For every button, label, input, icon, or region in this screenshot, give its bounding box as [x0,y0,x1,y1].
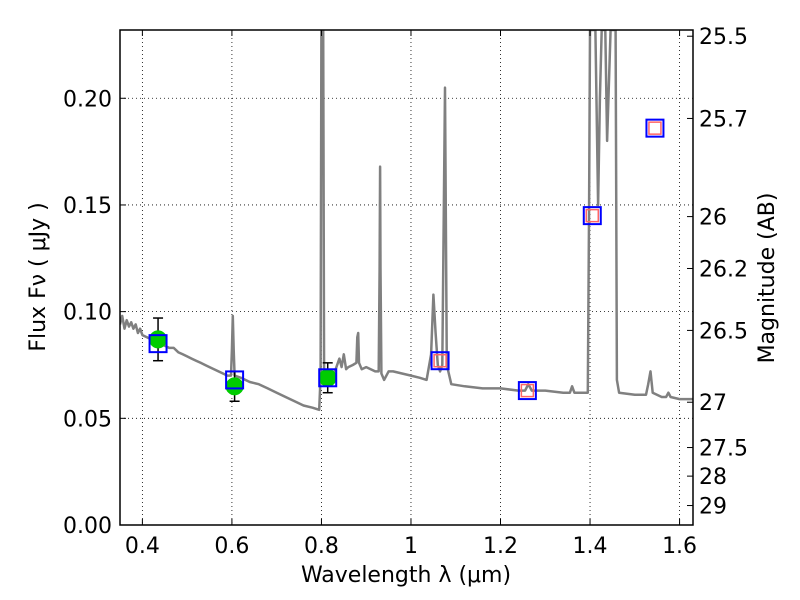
model-point [318,368,338,388]
right-axis-ticks: 25.5 25.7 26 26.2 26.5 27 27.5 28 29 [687,25,748,520]
y-tick-label: 0.15 [63,194,112,219]
y-tick-label: 0.00 [63,514,112,539]
observed-point [149,330,168,349]
x-tick-label: 1.6 [662,534,697,559]
right-tick-label: 28 [699,465,727,490]
model-point [430,351,450,371]
x-axis-label: Wavelength λ (μm) [301,563,511,588]
right-tick-label: 27.5 [699,437,748,462]
model-point [225,370,245,390]
y-tick-label: 0.10 [63,301,112,326]
model-point [517,381,537,401]
photometry-layer [148,118,665,402]
model-point [582,206,602,226]
predicted-point [585,208,600,223]
y-tick-label: 0.05 [63,407,112,432]
x-tick-label: 1.4 [573,534,608,559]
x-axis-ticks: 0.4 0.6 0.8 1 1.2 1.4 1.6 [125,30,697,559]
right-tick-label: 25.7 [699,107,748,132]
right-axis-label: Magnitude (AB) [755,193,780,364]
x-tick-label: 1.2 [483,534,518,559]
observed-point [225,377,244,396]
right-tick-label: 25.5 [699,25,748,50]
predicted-point [520,383,535,398]
observed-point [318,368,337,387]
predicted-point [648,121,662,135]
model-point [148,334,168,354]
y-axis-ticks: 0.00 0.05 0.10 0.15 0.20 [63,87,126,539]
x-tick-label: 0.6 [214,534,249,559]
x-tick-label: 0.8 [304,534,339,559]
grid [120,30,693,525]
y-axis-label: Flux Fν ( μJy ) [26,202,51,351]
spectrum-layer [120,30,693,412]
right-tick-label: 26.5 [699,319,748,344]
spectrum-line [120,30,693,412]
y-tick-label: 0.20 [63,87,112,112]
x-tick-label: 1 [404,534,418,559]
plot-frame [119,29,694,526]
x-tick-label: 0.4 [125,534,160,559]
right-tick-label: 26.2 [699,257,748,282]
right-tick-label: 27 [699,391,727,416]
right-tick-label: 26 [699,206,727,231]
model-point [645,118,665,138]
predicted-point [433,353,447,368]
right-tick-label: 29 [699,495,727,520]
